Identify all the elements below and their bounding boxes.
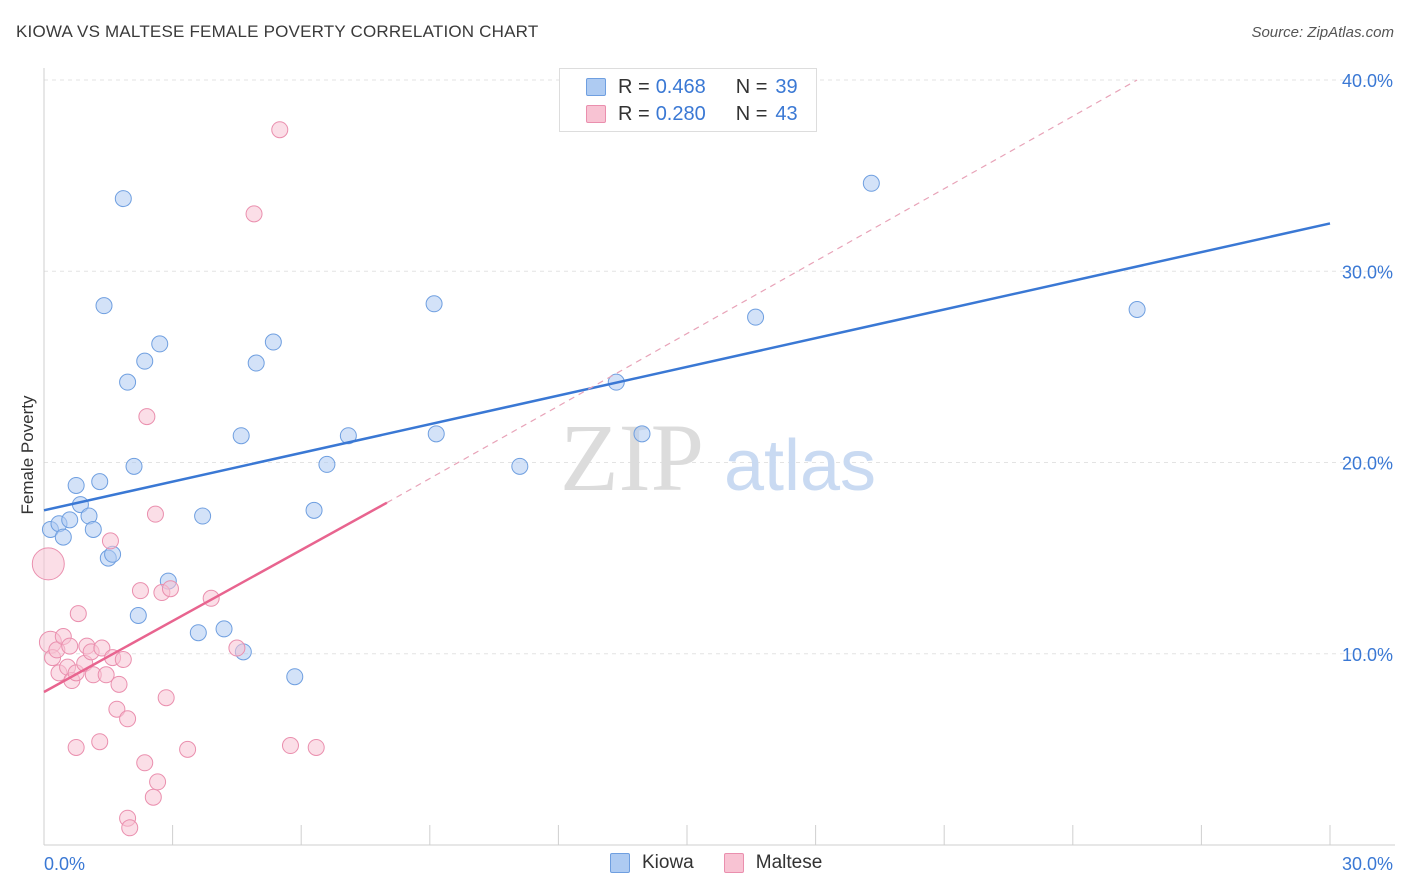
watermark-atlas: atlas — [724, 426, 876, 506]
maltese-point — [281, 737, 299, 755]
kiowa-point — [862, 174, 880, 192]
bottom-legend-kiowa: Kiowa — [610, 852, 694, 874]
trend-lines — [43, 79, 1331, 694]
bottom-legend-label-maltese: Maltese — [755, 852, 823, 873]
bottom-legend-maltese: Maltese — [723, 852, 823, 874]
kiowa-point — [305, 501, 323, 519]
kiowa-trend-line — [43, 222, 1331, 512]
maltese-point — [307, 738, 325, 756]
maltese-point — [67, 738, 85, 756]
kiowa-point — [61, 511, 79, 529]
kiowa-point — [264, 333, 282, 351]
maltese-point — [157, 689, 175, 707]
maltese-point — [114, 650, 132, 668]
maltese-point — [101, 532, 119, 550]
maltese-point — [97, 666, 115, 684]
kiowa-point — [247, 354, 265, 372]
maltese-point — [119, 710, 137, 728]
kiowa-point — [84, 520, 102, 538]
kiowa-point — [114, 190, 132, 208]
legend-r-value: 0.280 — [655, 102, 706, 125]
legend-swatch-maltese — [586, 105, 606, 123]
maltese-point — [144, 788, 162, 806]
y-tick-label: 10.0% — [1342, 645, 1393, 665]
kiowa-point — [136, 352, 154, 370]
kiowa-point — [633, 425, 651, 443]
kiowa-point — [67, 476, 85, 494]
data-points — [31, 121, 1146, 837]
legend-box: R = 0.468 N = 39 R = 0.280 N = 43 — [559, 68, 817, 132]
maltese-trend-line — [43, 501, 388, 694]
axes — [43, 68, 1395, 846]
bottom-legend: Kiowa Maltese — [610, 852, 852, 874]
kiowa-point — [194, 507, 212, 525]
kiowa-point — [151, 335, 169, 353]
legend-n-value: 43 — [775, 102, 798, 125]
bottom-legend-label-kiowa: Kiowa — [642, 852, 694, 873]
maltese-point — [245, 205, 263, 223]
kiowa-point — [339, 427, 357, 445]
kiowa-point — [747, 308, 765, 326]
x-tick-label: 30.0% — [1342, 854, 1393, 874]
maltese-point — [61, 637, 79, 655]
legend-row-maltese: R = 0.280 N = 43 — [586, 102, 798, 126]
chart-title: KIOWA VS MALTESE FEMALE POVERTY CORRELAT… — [16, 22, 539, 41]
maltese-point — [146, 505, 164, 523]
kiowa-point — [286, 668, 304, 686]
kiowa-point — [119, 373, 137, 391]
maltese-point — [91, 733, 109, 751]
y-tick-label: 40.0% — [1342, 71, 1393, 91]
legend-n-label: N = — [735, 102, 768, 125]
maltese-trend-extension — [386, 79, 1138, 504]
watermark-zip: ZIP — [560, 404, 704, 511]
legend-r-label: R = — [618, 102, 650, 125]
kiowa-point — [425, 295, 443, 313]
y-tick-label: 20.0% — [1342, 454, 1393, 474]
bottom-legend-swatch-maltese — [723, 853, 744, 873]
kiowa-point — [215, 620, 233, 638]
x-tick-label: 0.0% — [44, 854, 85, 874]
tick-labels: 10.0% 20.0% 30.0% 40.0% 0.0% 30.0% — [44, 71, 1393, 874]
kiowa-point — [95, 297, 113, 315]
maltese-point — [136, 754, 154, 772]
legend-n-value: 39 — [775, 75, 798, 98]
kiowa-point — [91, 473, 109, 491]
maltese-point — [108, 700, 126, 718]
kiowa-point — [189, 624, 207, 642]
maltese-point — [93, 639, 111, 657]
legend-row-kiowa: R = 0.468 N = 39 — [586, 75, 798, 99]
y-tick-label: 30.0% — [1342, 262, 1393, 282]
legend-r-value: 0.468 — [655, 75, 706, 98]
bottom-legend-swatch-kiowa — [610, 853, 630, 873]
maltese-point — [31, 547, 65, 581]
maltese-point — [271, 121, 289, 139]
maltese-point — [161, 580, 179, 598]
kiowa-point — [232, 427, 250, 445]
kiowa-point — [427, 425, 445, 443]
maltese-point — [179, 740, 197, 758]
legend-swatch-kiowa — [586, 78, 606, 96]
legend-n-label: N = — [735, 75, 768, 98]
grid-lines — [44, 79, 1395, 655]
kiowa-point — [1128, 301, 1146, 318]
maltese-point — [131, 582, 149, 600]
kiowa-point — [318, 455, 336, 473]
maltese-point — [121, 819, 139, 837]
kiowa-point — [125, 457, 143, 475]
maltese-point — [149, 773, 167, 791]
kiowa-point — [54, 528, 72, 546]
maltese-point — [110, 675, 128, 693]
kiowa-point — [129, 607, 147, 624]
maltese-point — [228, 639, 246, 657]
maltese-point — [69, 605, 87, 623]
maltese-point — [138, 408, 156, 426]
source-label: Source: ZipAtlas.com — [1251, 24, 1394, 41]
watermark: ZIP atlas — [560, 404, 876, 511]
kiowa-point — [511, 457, 529, 475]
legend-r-label: R = — [618, 75, 650, 98]
